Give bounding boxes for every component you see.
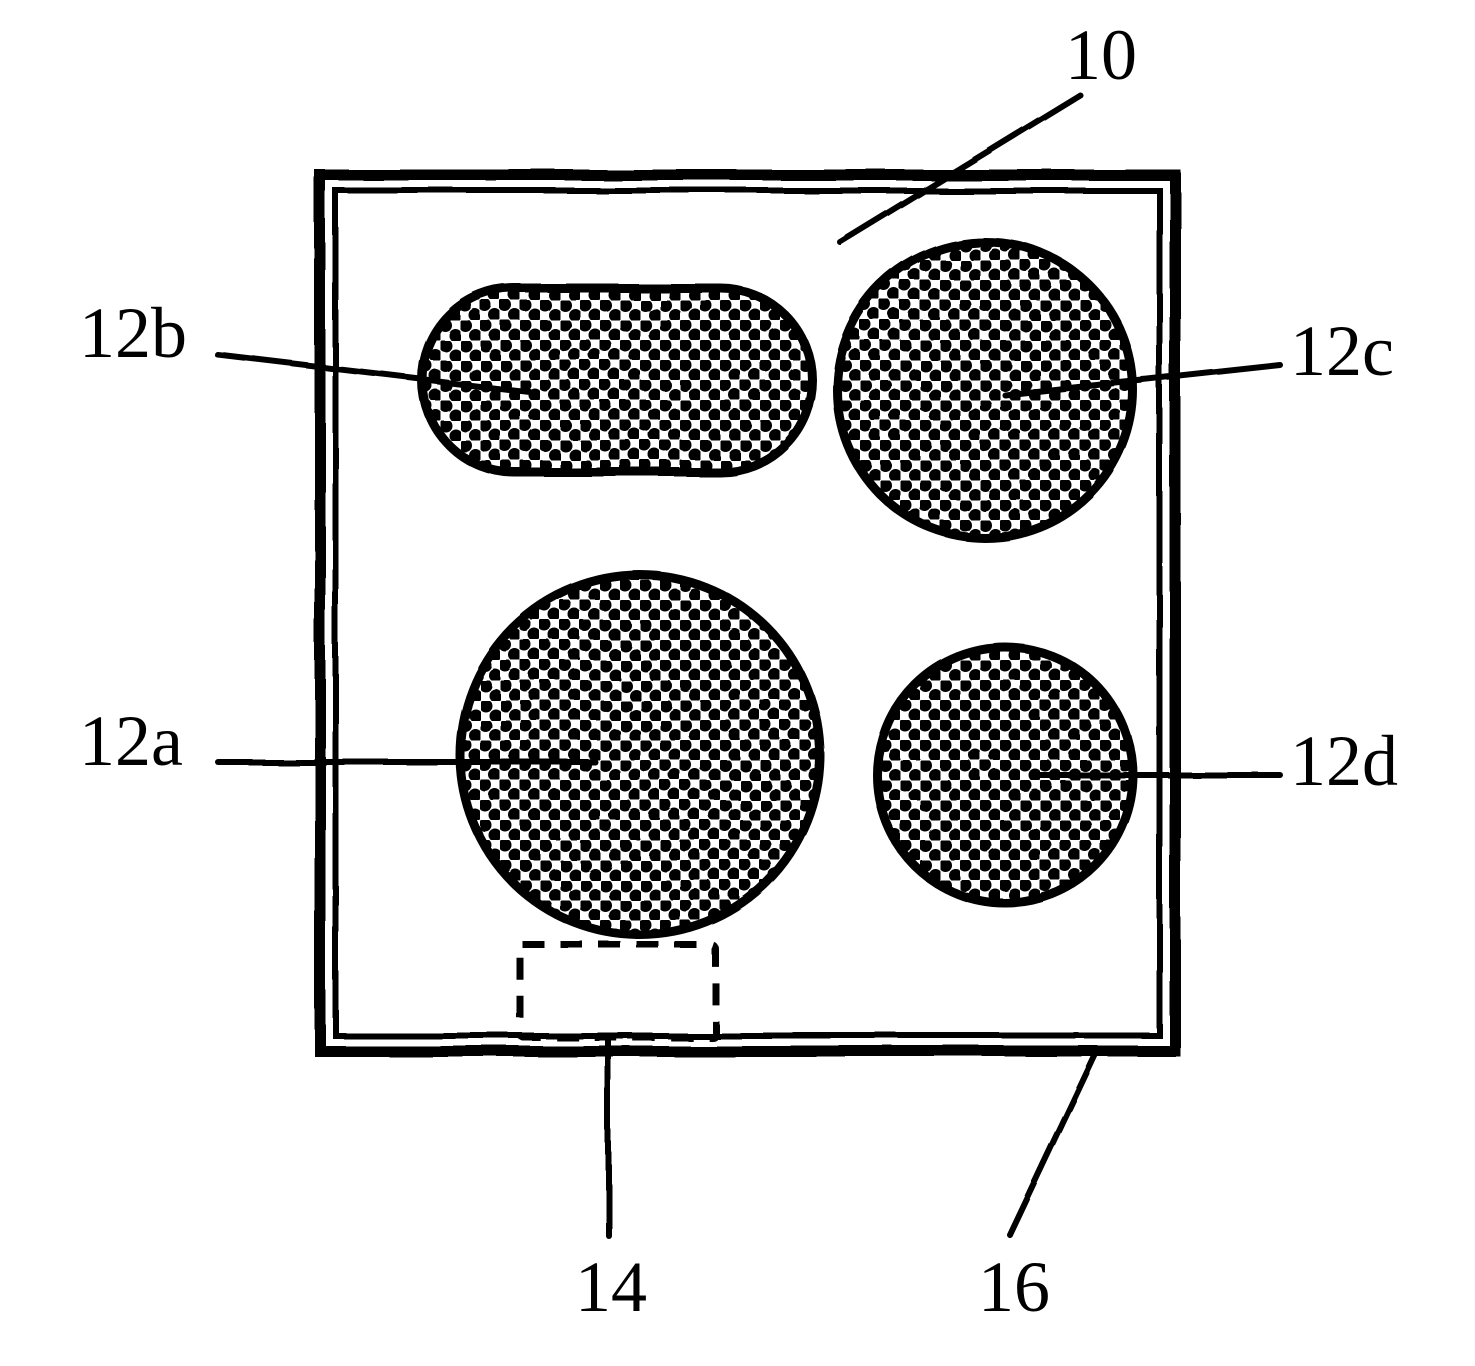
burner-a-shape bbox=[460, 575, 820, 935]
label-12d: 12d bbox=[1290, 720, 1398, 803]
diagram-stage: 10 12b 12c 12a 12d 14 16 bbox=[0, 0, 1475, 1366]
label-10: 10 bbox=[1065, 14, 1137, 97]
burner-c-shape bbox=[837, 242, 1133, 538]
diagram-svg bbox=[0, 0, 1475, 1366]
label-12c: 12c bbox=[1290, 310, 1394, 393]
burner-b-shape bbox=[422, 288, 812, 472]
label-12b: 12b bbox=[79, 292, 187, 375]
label-16: 16 bbox=[978, 1246, 1050, 1329]
leader-16 bbox=[1010, 1055, 1095, 1235]
label-14: 14 bbox=[575, 1246, 647, 1329]
label-12a: 12a bbox=[79, 700, 183, 783]
